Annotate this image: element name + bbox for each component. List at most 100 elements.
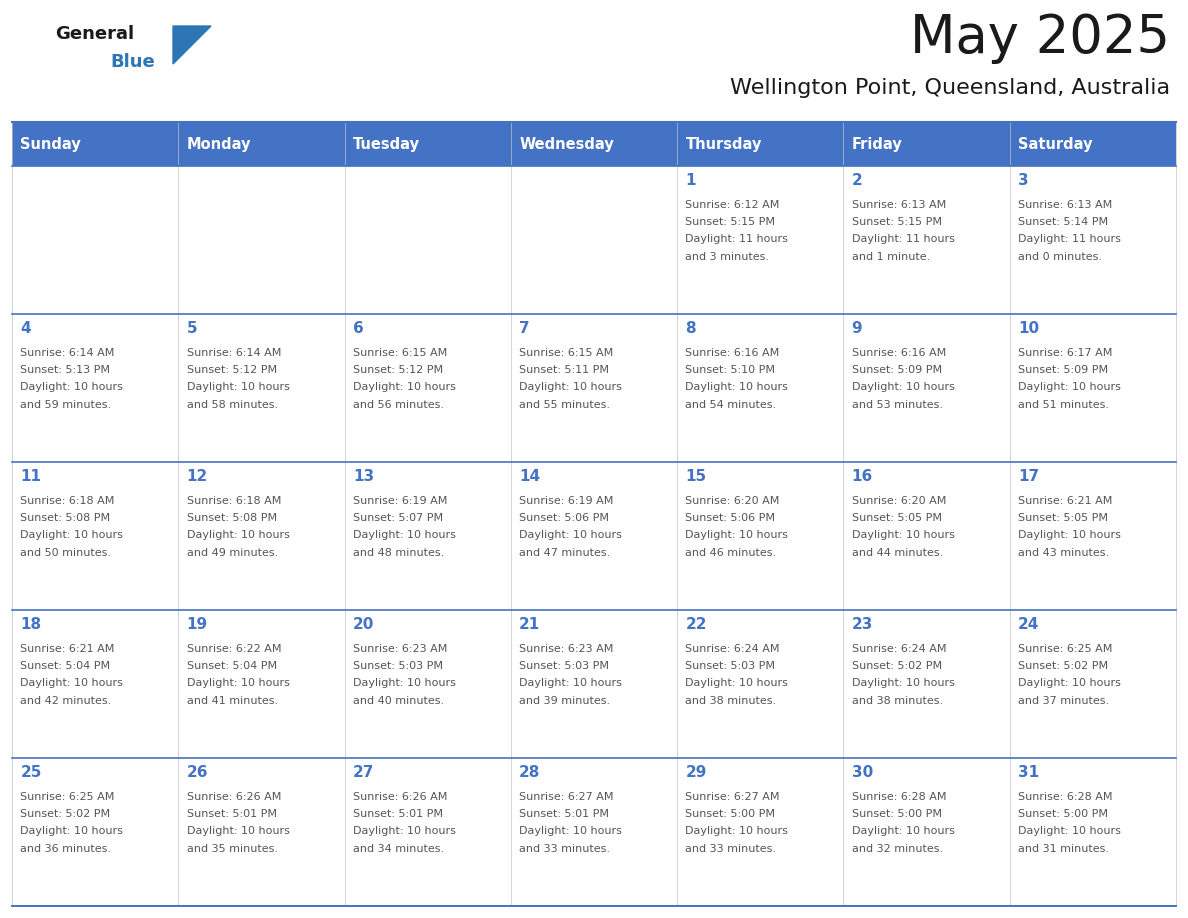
Text: Sunset: 5:11 PM: Sunset: 5:11 PM bbox=[519, 365, 609, 375]
Text: Sunrise: 6:21 AM: Sunrise: 6:21 AM bbox=[20, 644, 115, 654]
Text: 23: 23 bbox=[852, 617, 873, 632]
Text: Sunset: 5:02 PM: Sunset: 5:02 PM bbox=[1018, 661, 1108, 671]
Text: Daylight: 10 hours: Daylight: 10 hours bbox=[519, 826, 623, 836]
Text: Sunrise: 6:15 AM: Sunrise: 6:15 AM bbox=[353, 348, 447, 357]
Text: Sunrise: 6:17 AM: Sunrise: 6:17 AM bbox=[1018, 348, 1112, 357]
Text: Sunset: 5:09 PM: Sunset: 5:09 PM bbox=[852, 365, 942, 375]
Text: Friday: Friday bbox=[852, 137, 903, 151]
Text: Daylight: 10 hours: Daylight: 10 hours bbox=[353, 678, 456, 688]
Text: Daylight: 10 hours: Daylight: 10 hours bbox=[1018, 826, 1121, 836]
Text: Daylight: 10 hours: Daylight: 10 hours bbox=[685, 383, 789, 393]
Bar bbox=[843, 166, 1010, 314]
Text: and 59 minutes.: and 59 minutes. bbox=[20, 400, 112, 410]
Text: May 2025: May 2025 bbox=[910, 12, 1170, 64]
Text: 4: 4 bbox=[20, 321, 31, 336]
Bar bbox=[1010, 462, 1176, 610]
Bar bbox=[345, 166, 511, 314]
Bar bbox=[345, 314, 511, 462]
Text: Sunrise: 6:14 AM: Sunrise: 6:14 AM bbox=[20, 348, 115, 357]
Text: Sunset: 5:01 PM: Sunset: 5:01 PM bbox=[187, 809, 277, 819]
Text: Sunrise: 6:15 AM: Sunrise: 6:15 AM bbox=[519, 348, 613, 357]
Bar bbox=[511, 462, 677, 610]
Text: and 32 minutes.: and 32 minutes. bbox=[852, 844, 943, 854]
Text: 21: 21 bbox=[519, 617, 541, 632]
Text: 22: 22 bbox=[685, 617, 707, 632]
Text: and 41 minutes.: and 41 minutes. bbox=[187, 696, 278, 706]
Text: Sunrise: 6:27 AM: Sunrise: 6:27 AM bbox=[685, 791, 781, 801]
Text: Sunrise: 6:22 AM: Sunrise: 6:22 AM bbox=[187, 644, 282, 654]
Bar bbox=[1010, 122, 1176, 166]
Text: 24: 24 bbox=[1018, 617, 1040, 632]
Text: Daylight: 10 hours: Daylight: 10 hours bbox=[519, 531, 623, 541]
Bar bbox=[511, 314, 677, 462]
Text: Sunset: 5:00 PM: Sunset: 5:00 PM bbox=[1018, 809, 1108, 819]
Bar bbox=[345, 758, 511, 906]
Text: Sunset: 5:02 PM: Sunset: 5:02 PM bbox=[852, 661, 942, 671]
Text: Sunset: 5:13 PM: Sunset: 5:13 PM bbox=[20, 365, 110, 375]
Text: and 33 minutes.: and 33 minutes. bbox=[519, 844, 611, 854]
Text: and 50 minutes.: and 50 minutes. bbox=[20, 548, 112, 558]
Text: Sunset: 5:03 PM: Sunset: 5:03 PM bbox=[519, 661, 609, 671]
Text: 6: 6 bbox=[353, 321, 364, 336]
Text: 26: 26 bbox=[187, 765, 208, 780]
Text: Sunrise: 6:13 AM: Sunrise: 6:13 AM bbox=[852, 199, 946, 209]
Text: Sunset: 5:15 PM: Sunset: 5:15 PM bbox=[685, 217, 776, 227]
Text: Sunrise: 6:18 AM: Sunrise: 6:18 AM bbox=[187, 496, 282, 506]
Text: Daylight: 11 hours: Daylight: 11 hours bbox=[1018, 234, 1121, 244]
Bar bbox=[178, 166, 345, 314]
Text: 11: 11 bbox=[20, 469, 42, 484]
Text: Sunrise: 6:19 AM: Sunrise: 6:19 AM bbox=[519, 496, 613, 506]
Text: Daylight: 10 hours: Daylight: 10 hours bbox=[20, 383, 124, 393]
Text: Sunset: 5:05 PM: Sunset: 5:05 PM bbox=[1018, 513, 1108, 523]
Text: Daylight: 10 hours: Daylight: 10 hours bbox=[852, 678, 955, 688]
Text: Sunset: 5:00 PM: Sunset: 5:00 PM bbox=[852, 809, 942, 819]
Bar bbox=[12, 758, 178, 906]
Text: Sunrise: 6:24 AM: Sunrise: 6:24 AM bbox=[685, 644, 781, 654]
Bar bbox=[12, 166, 178, 314]
Text: Daylight: 10 hours: Daylight: 10 hours bbox=[187, 383, 290, 393]
Text: Sunset: 5:00 PM: Sunset: 5:00 PM bbox=[685, 809, 776, 819]
Bar bbox=[843, 122, 1010, 166]
Text: Daylight: 10 hours: Daylight: 10 hours bbox=[353, 826, 456, 836]
Text: Monday: Monday bbox=[187, 137, 251, 151]
Text: Sunset: 5:06 PM: Sunset: 5:06 PM bbox=[519, 513, 609, 523]
Text: Sunrise: 6:28 AM: Sunrise: 6:28 AM bbox=[852, 791, 947, 801]
Text: 17: 17 bbox=[1018, 469, 1040, 484]
Bar bbox=[843, 462, 1010, 610]
Text: Sunrise: 6:23 AM: Sunrise: 6:23 AM bbox=[353, 644, 447, 654]
Bar bbox=[1010, 758, 1176, 906]
Text: Tuesday: Tuesday bbox=[353, 137, 419, 151]
Text: Daylight: 10 hours: Daylight: 10 hours bbox=[20, 678, 124, 688]
Text: and 36 minutes.: and 36 minutes. bbox=[20, 844, 112, 854]
Text: Sunrise: 6:21 AM: Sunrise: 6:21 AM bbox=[1018, 496, 1112, 506]
Text: Daylight: 10 hours: Daylight: 10 hours bbox=[685, 531, 789, 541]
Text: and 47 minutes.: and 47 minutes. bbox=[519, 548, 611, 558]
Text: Sunset: 5:10 PM: Sunset: 5:10 PM bbox=[685, 365, 776, 375]
Bar bbox=[345, 610, 511, 758]
Text: Daylight: 10 hours: Daylight: 10 hours bbox=[852, 531, 955, 541]
Text: 3: 3 bbox=[1018, 173, 1029, 188]
Text: 13: 13 bbox=[353, 469, 374, 484]
Text: Wellington Point, Queensland, Australia: Wellington Point, Queensland, Australia bbox=[729, 78, 1170, 98]
Text: 18: 18 bbox=[20, 617, 42, 632]
Text: Sunset: 5:14 PM: Sunset: 5:14 PM bbox=[1018, 217, 1108, 227]
Text: and 54 minutes.: and 54 minutes. bbox=[685, 400, 777, 410]
Text: Sunrise: 6:23 AM: Sunrise: 6:23 AM bbox=[519, 644, 613, 654]
Text: Daylight: 11 hours: Daylight: 11 hours bbox=[852, 234, 955, 244]
Text: 20: 20 bbox=[353, 617, 374, 632]
Bar bbox=[511, 758, 677, 906]
Text: Sunset: 5:03 PM: Sunset: 5:03 PM bbox=[685, 661, 776, 671]
Text: 10: 10 bbox=[1018, 321, 1040, 336]
Text: Sunset: 5:06 PM: Sunset: 5:06 PM bbox=[685, 513, 776, 523]
Text: Daylight: 10 hours: Daylight: 10 hours bbox=[1018, 383, 1121, 393]
Bar bbox=[511, 122, 677, 166]
Text: 19: 19 bbox=[187, 617, 208, 632]
Text: 14: 14 bbox=[519, 469, 541, 484]
Text: and 0 minutes.: and 0 minutes. bbox=[1018, 252, 1102, 262]
Text: and 43 minutes.: and 43 minutes. bbox=[1018, 548, 1110, 558]
Text: and 53 minutes.: and 53 minutes. bbox=[852, 400, 943, 410]
Text: and 40 minutes.: and 40 minutes. bbox=[353, 696, 444, 706]
Text: 31: 31 bbox=[1018, 765, 1040, 780]
Bar bbox=[178, 462, 345, 610]
Text: Sunrise: 6:26 AM: Sunrise: 6:26 AM bbox=[353, 791, 447, 801]
